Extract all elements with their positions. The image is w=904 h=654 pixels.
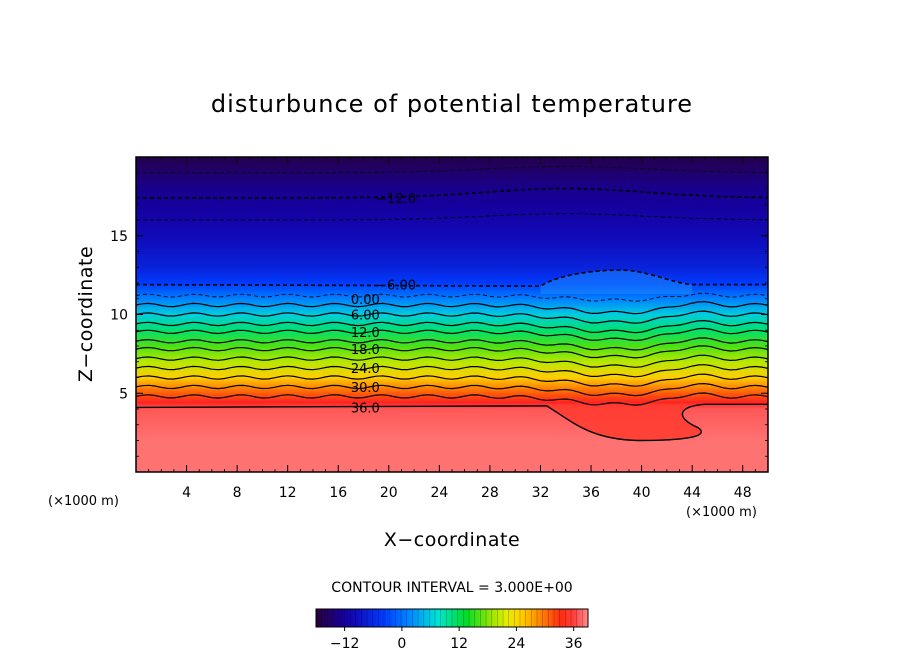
colorbar: −12 0 12 24 36 [315,608,589,652]
x-tick-label: 28 [481,485,499,501]
x-tick-label: 32 [532,485,550,501]
contour-line [136,319,768,334]
contour-line [136,373,768,387]
contour-label: 30.0 [351,381,380,396]
x-axis-ticks: 4 8 12 16 20 24 28 32 36 40 44 48 [148,157,756,501]
colorbar-ticks: −12 0 12 24 36 [330,627,583,652]
contour-label: 6.00 [351,309,380,324]
contour-label: 36.0 [351,401,380,416]
x-tick-label: 8 [233,485,242,501]
contour-line [136,392,768,406]
colorbar-tick-label: 24 [508,636,526,652]
x-tick-label: 40 [633,485,651,501]
contour-line [136,187,768,199]
contour-line [136,382,768,397]
contour-label: −6.00 [376,279,416,294]
colorbar-tick-label: 0 [397,636,406,652]
y-axis-label: Z−coordinate [75,246,97,382]
warm-pool [546,404,705,441]
plot-area: −12.0 −6.000.006.00 12.0 18.0 24.0 30.0 36.0 [136,157,768,472]
colorbar-tick-label: −12 [330,636,360,652]
contour-label: −12.0 [376,192,416,207]
x-axis-label: X−coordinate [384,529,520,551]
contour-line [136,327,768,342]
contour-label: 18.0 [351,343,380,358]
contour-line [136,292,768,302]
y-axis-ticks: 5 10 15 [110,172,768,457]
contour-line [136,213,768,221]
x-tick-label: 16 [329,485,347,501]
y-tick-label: 10 [110,308,128,324]
chart-title: disturbunce of potential temperature [211,90,693,118]
contour-line [136,301,768,315]
x-tick-label: 4 [182,485,191,501]
contour-label: 12.0 [351,326,380,341]
contour-line [136,310,768,324]
x-tick-label: 36 [582,485,600,501]
x-tick-label: 48 [734,485,752,501]
contour-label: 24.0 [351,362,380,377]
contour-line [136,354,768,368]
x-unit-left: (×1000 m) [48,494,119,509]
colorbar-frame [315,608,589,628]
x-unit-right: (×1000 m) [686,505,757,520]
contour-line [136,403,768,442]
x-tick-label: 20 [380,485,398,501]
colorbar-segments [321,609,583,627]
contour-line [136,364,768,378]
x-tick-label: 24 [430,485,448,501]
contour-lines [136,165,768,442]
x-tick-label: 44 [683,485,701,501]
contour-line [136,269,768,287]
contour-labels: −12.0 −6.000.006.00 12.0 18.0 24.0 30.0 36.0 [351,192,416,416]
contour-line [136,165,768,174]
contour-line [136,337,768,351]
x-tick-label: 12 [279,485,297,501]
colorbar-tick-label: 36 [565,636,583,652]
y-tick-label: 5 [119,386,128,402]
colorbar-tick-label: 12 [450,636,468,652]
y-tick-label: 15 [110,229,128,245]
contour-line [136,345,768,359]
contour-interval-text: CONTOUR INTERVAL = 3.000E+00 [331,580,572,596]
contour-label: 0.00 [351,293,380,308]
